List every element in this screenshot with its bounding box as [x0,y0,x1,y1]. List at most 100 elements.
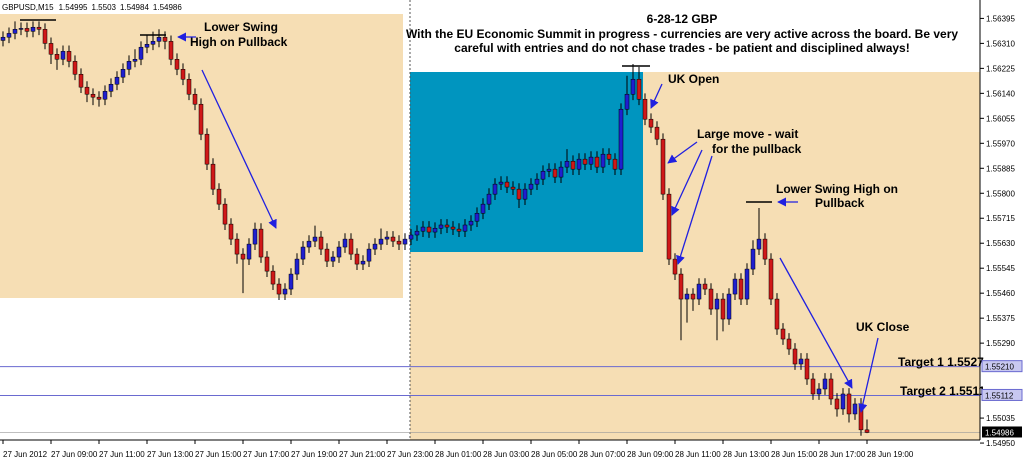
candle-body [132,59,138,62]
candle-body [546,168,552,172]
ohlc-high: 1.5503 [92,3,117,12]
annotation: Pullback [815,196,865,210]
candle-body [228,223,234,240]
level-label: 1.55112 [985,391,1014,400]
candle-body [30,26,36,32]
candle-body [168,41,174,60]
candle-body [264,256,270,272]
candle-body [414,230,420,236]
candle-body [834,398,840,410]
x-tick-label: 28 Jun 11:00 [675,450,721,459]
candle-body [678,273,684,300]
x-tick-label: 27 Jun 2012 [3,450,48,459]
candle-body [828,378,834,400]
candle-body [552,168,558,178]
x-tick-label: 28 Jun 07:00 [579,450,626,459]
candle-body [24,28,30,32]
x-tick-label: 27 Jun 09:00 [51,450,98,459]
axis-layer: 1.56395 1.56310 1.56225 1.56140 1.56055 1.559… [2,14,1023,459]
candle-body [564,160,570,168]
candle-body [822,378,828,390]
x-tick-label: 28 Jun 03:00 [483,450,530,459]
x-tick-label: 28 Jun 19:00 [867,450,914,459]
candle-body [846,393,852,415]
candle-body [510,186,516,190]
candle-body [282,288,288,295]
x-tick-label: 28 Jun 09:00 [627,450,674,459]
headline: With the EU Economic Summit in progress … [406,27,958,41]
candle-body [408,234,414,240]
y-tick-label: 1.55545 [986,264,1015,273]
candle-body [6,33,12,38]
candle-body [462,224,468,232]
candle-body [354,253,360,265]
candle-body [90,93,96,98]
candle-body [432,227,438,233]
candle-body [246,243,252,260]
candle-body [378,238,384,245]
candle-body [738,278,744,300]
candle-body [810,378,816,395]
candle-body [486,193,492,205]
candle-body [300,246,306,260]
candle-body [186,78,192,95]
annotation: Lower Swing High on [776,182,898,196]
candle-body [48,43,54,55]
candle-body [720,298,726,320]
candle-body [348,238,354,255]
ohlc-close: 1.54986 [153,3,182,12]
ohlc-low: 1.54984 [120,3,149,12]
candle-body [120,68,126,78]
candle-body [318,236,324,250]
level-label-box [981,388,1023,401]
candle-body [684,293,690,300]
candle-body [540,170,546,180]
headline: 6-28-12 GBP [647,12,718,26]
grid-layer [0,366,980,433]
current-price-label: 1.54986 [985,428,1014,437]
y-tick-label: 1.56055 [986,114,1015,123]
y-tick-label: 1.55630 [986,239,1015,248]
candle-body [36,26,42,30]
candle-body [600,153,606,168]
candle-body [180,68,186,80]
annotation: Large move - wait [697,127,798,141]
arrow [858,337,879,413]
x-tick-label: 27 Jun 13:00 [147,450,194,459]
candle-body [732,278,738,295]
candle-body [666,193,672,260]
arrow [676,155,713,265]
candle-body [576,158,582,170]
candle-body [72,61,78,75]
x-tick-label: 27 Jun 17:00 [243,450,290,459]
candle-body [840,393,846,410]
candle-body [690,293,696,300]
candle-body [762,238,768,260]
candle-body [150,41,156,45]
candle-body [450,226,456,230]
candle-body [492,183,498,195]
candle-body [474,212,480,222]
candle-body [102,91,108,100]
candle-body [612,158,618,170]
y-tick-label: 1.54950 [986,439,1015,448]
annotation: High on Pullback [190,35,288,49]
arrow [667,141,698,164]
y-tick-label: 1.55035 [986,414,1015,423]
candle-body [372,243,378,250]
candle-body [618,108,624,170]
candle-body [702,283,708,290]
x-tick-label: 28 Jun 15:00 [771,450,818,459]
y-tick-label: 1.56310 [986,39,1015,48]
candle-body [588,156,594,165]
candle-body [126,61,132,70]
candle-body [696,283,702,300]
annotation: Target 2 1.5511 [900,384,985,398]
candle-body [558,166,564,178]
candle-body [252,228,258,245]
candle-body [708,288,714,310]
candle-body [234,238,240,255]
candle-body [636,78,642,100]
candle-body [654,126,660,140]
